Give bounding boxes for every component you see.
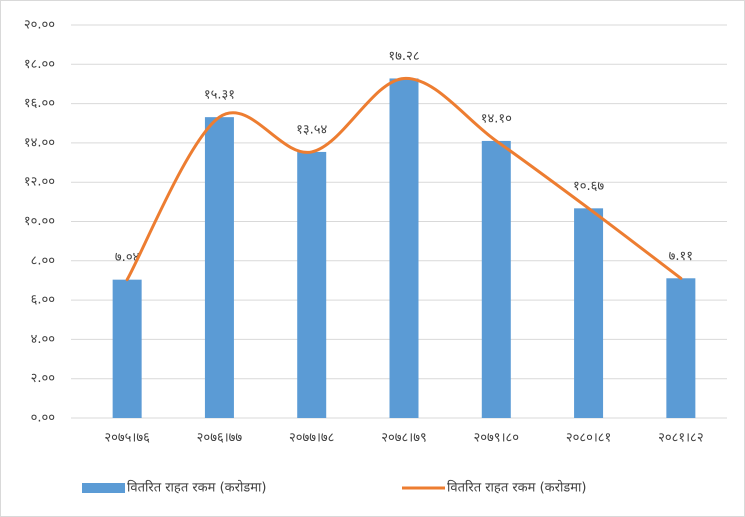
y-tick-label: २.०० bbox=[31, 371, 55, 386]
x-tick-label: २०७६।७७ bbox=[197, 431, 243, 446]
x-tick-label: २०७८।७९ bbox=[381, 431, 427, 446]
bar bbox=[574, 208, 604, 418]
y-tick-label: ६.०० bbox=[31, 293, 55, 308]
y-tick-label: १०.०० bbox=[24, 214, 55, 229]
y-tick-label: १४.०० bbox=[24, 135, 55, 150]
y-tick-label: ४.०० bbox=[31, 332, 55, 347]
x-tick-label: २०७७।७८ bbox=[289, 431, 335, 446]
x-tick-label: २०७९।८० bbox=[474, 431, 520, 446]
y-tick-label: ०.०० bbox=[31, 411, 55, 426]
bar bbox=[204, 117, 234, 418]
x-tick-label: २०७५।७६ bbox=[104, 431, 150, 446]
legend-label: वितरित राहत रकम (करोडमा) bbox=[447, 480, 586, 496]
data-label: ७.११ bbox=[669, 249, 693, 264]
data-label: १४.१० bbox=[481, 111, 512, 126]
x-tick-label: २०८०।८१ bbox=[566, 431, 612, 446]
y-tick-label: १८.०० bbox=[24, 57, 55, 72]
bar bbox=[297, 151, 327, 418]
line bbox=[125, 76, 683, 282]
data-label: १७.२८ bbox=[388, 49, 419, 64]
y-tick-label: ८.०० bbox=[31, 253, 55, 268]
bar bbox=[481, 140, 511, 418]
bar bbox=[666, 278, 696, 418]
y-tick-label: १२.०० bbox=[24, 175, 55, 190]
data-label: १५.३१ bbox=[204, 88, 235, 103]
legend-label: वितरित राहत रकम (करोडमा) bbox=[127, 480, 266, 496]
bar bbox=[112, 279, 142, 418]
data-label: १०.६७ bbox=[573, 179, 604, 194]
y-tick-label: १६.०० bbox=[24, 96, 55, 111]
y-tick-label: २०.०० bbox=[24, 18, 55, 33]
bar bbox=[389, 78, 419, 418]
data-label: १३.५४ bbox=[296, 122, 327, 137]
x-tick-label: २०८१।८२ bbox=[658, 431, 704, 446]
legend-swatch bbox=[82, 483, 125, 493]
data-label: ७.०४ bbox=[115, 250, 140, 265]
